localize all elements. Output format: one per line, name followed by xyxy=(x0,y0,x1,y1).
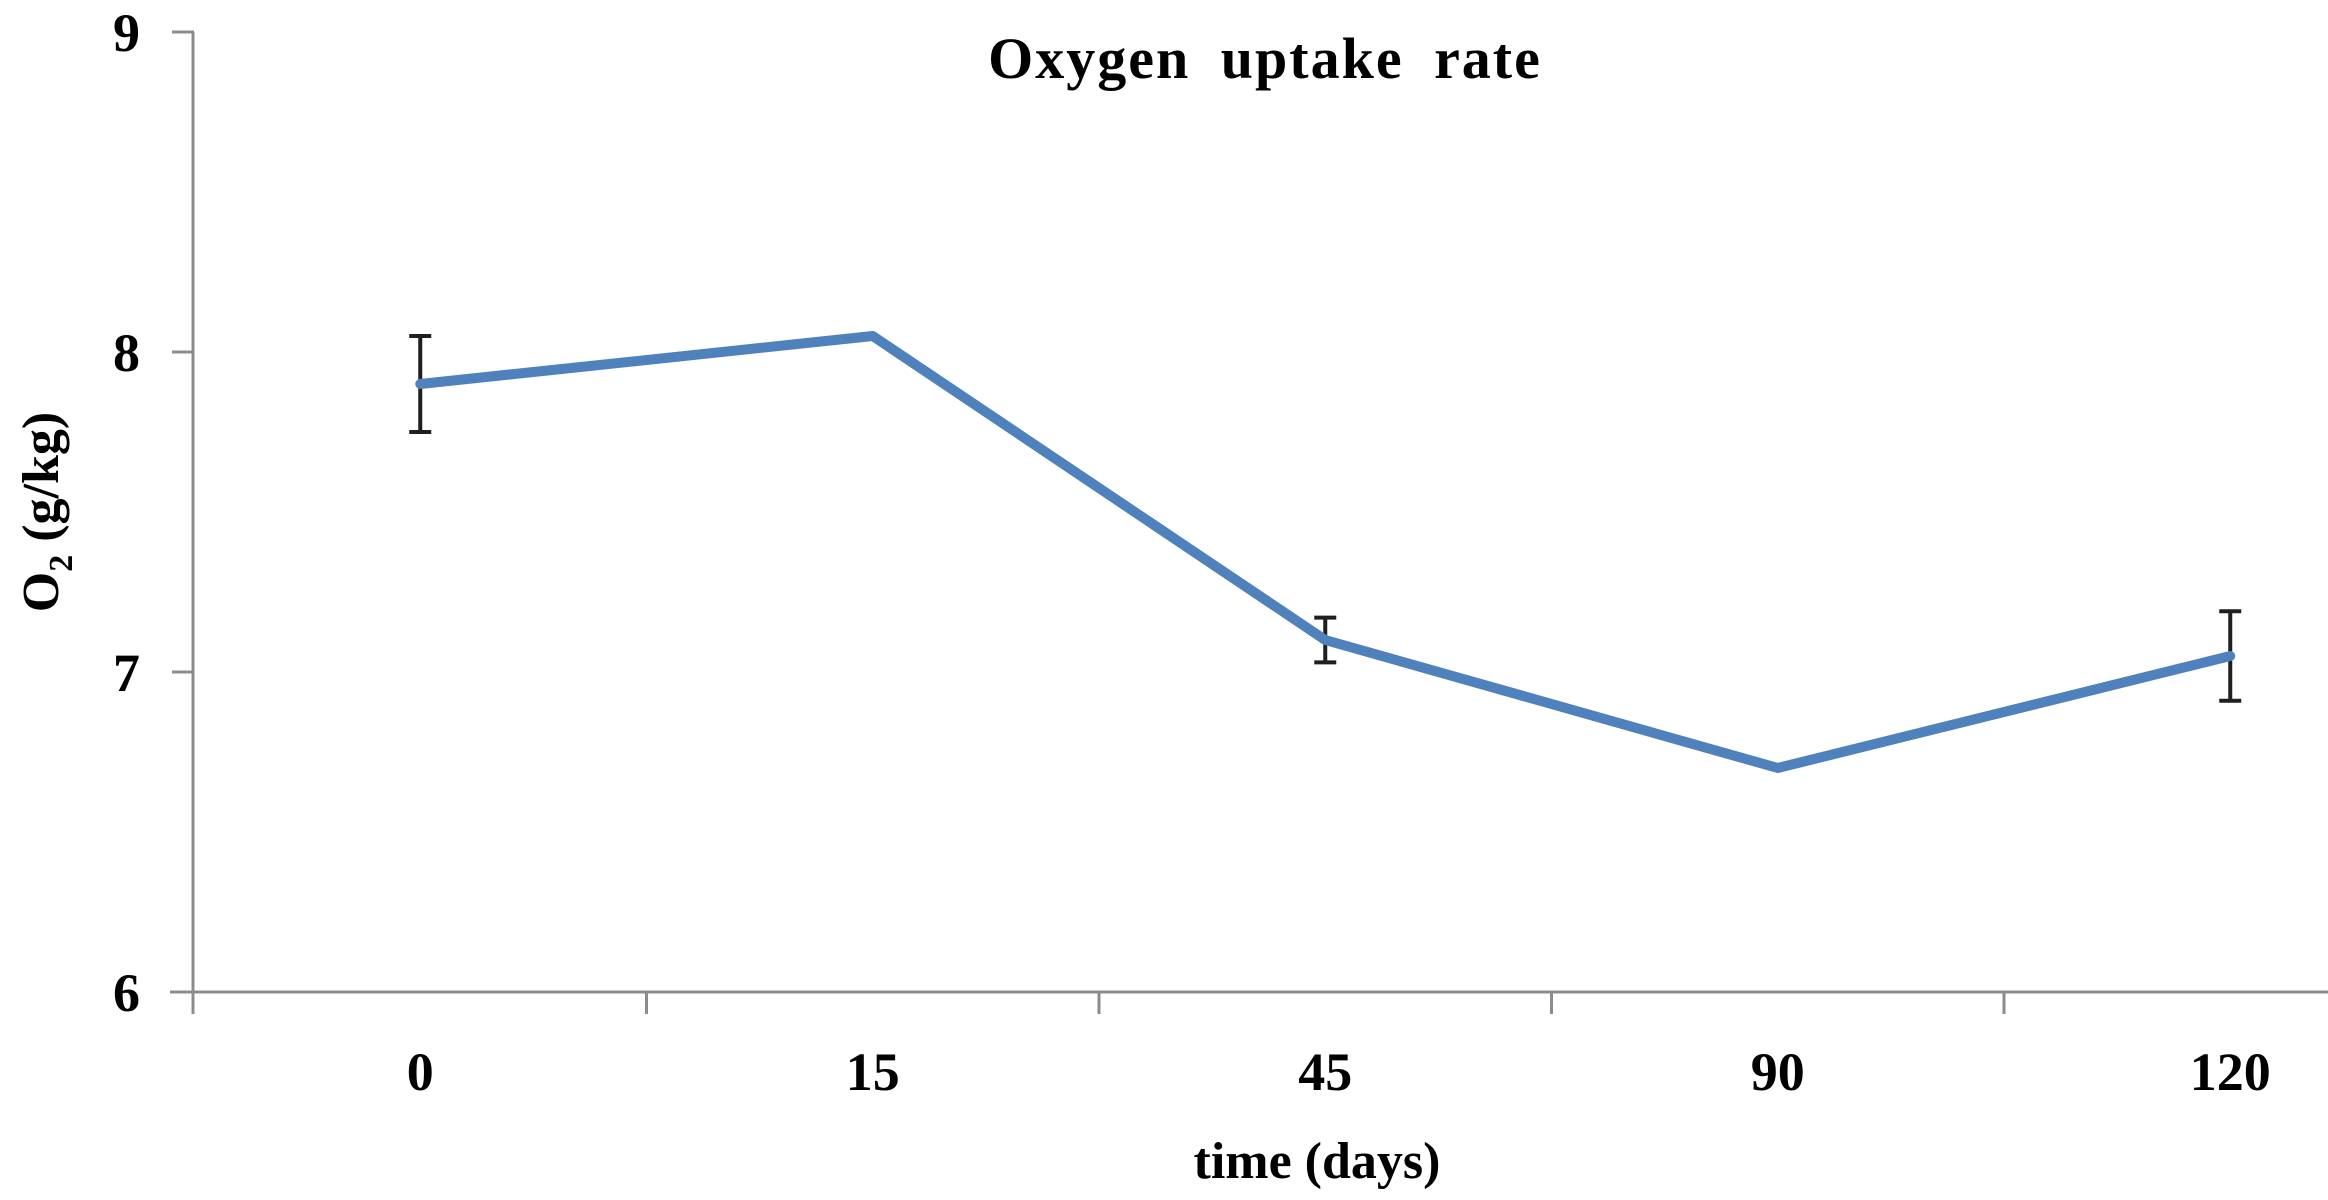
x-tick-label: 15 xyxy=(846,1042,900,1102)
x-axis xyxy=(170,990,2328,1014)
x-tick-label: 45 xyxy=(1298,1042,1352,1102)
x-tick-label: 120 xyxy=(2190,1042,2271,1102)
y-tick-labels: 6 7 8 9 xyxy=(113,3,140,1023)
chart-title: Oxygen uptake rate xyxy=(988,26,1542,91)
y-axis-title-rest: (g/kg) xyxy=(13,412,70,555)
y-axis-ticks xyxy=(172,30,194,994)
x-tick-label: 0 xyxy=(407,1042,434,1102)
y-axis-title-sub: 2 xyxy=(43,555,80,572)
y-axis-title: O2 (g/kg) xyxy=(13,412,80,612)
x-axis-title: time (days) xyxy=(1194,1133,1441,1190)
y-tick-label: 7 xyxy=(113,643,140,703)
error-bars xyxy=(409,334,2242,703)
y-tick-label: 6 xyxy=(113,963,140,1023)
y-tick-label: 8 xyxy=(113,323,140,383)
x-tick-labels: 0 15 45 90 120 xyxy=(407,1042,2271,1102)
x-axis-ticks xyxy=(645,992,2006,1014)
y-axis-title-main: O xyxy=(13,572,70,612)
y-tick-label: 9 xyxy=(113,3,140,63)
y-axis xyxy=(172,30,195,1014)
data-line xyxy=(415,331,2236,773)
x-tick-label: 90 xyxy=(1751,1042,1805,1102)
